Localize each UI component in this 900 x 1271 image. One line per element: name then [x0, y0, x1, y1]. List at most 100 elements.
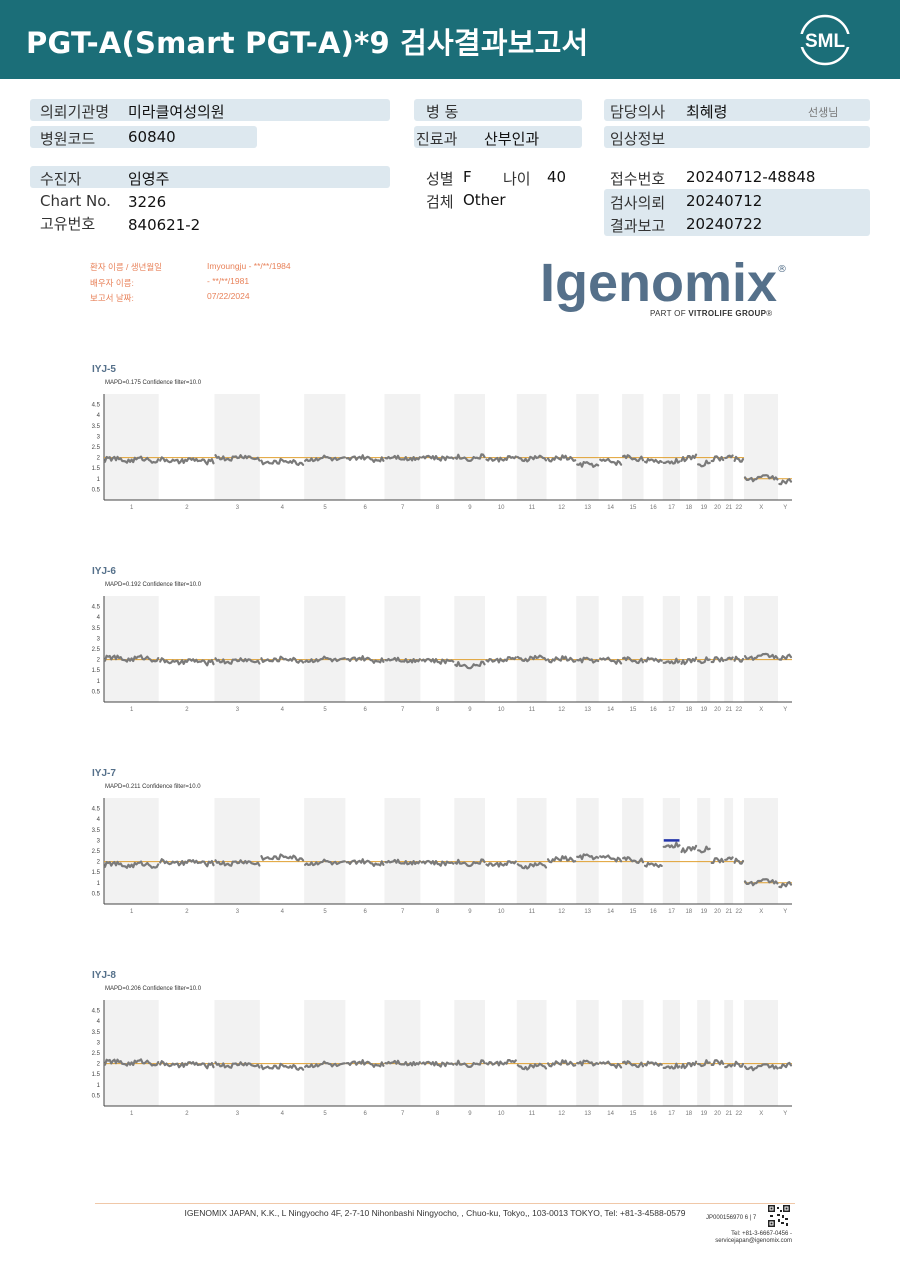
copy-number-segment-19	[696, 845, 711, 854]
copy-number-segment-22	[733, 1060, 745, 1068]
copy-number-segment-8	[420, 454, 455, 462]
x-tick-label: 21	[726, 707, 733, 713]
x-tick-label: 6	[363, 505, 367, 511]
copy-number-segment-15	[621, 856, 645, 865]
x-tick-label: 7	[401, 505, 405, 511]
y-tick-label: 4.5	[92, 1009, 101, 1015]
y-tick-label: 3	[97, 636, 101, 642]
copy-number-segment-11	[516, 454, 548, 463]
y-tick-label: 3	[97, 1040, 101, 1046]
x-tick-label: 21	[726, 909, 733, 915]
copy-number-segment-1	[103, 860, 160, 869]
copy-number-segment-6	[345, 655, 385, 664]
copy-number-segment-X	[743, 1063, 779, 1072]
age-value: 40	[547, 168, 567, 186]
x-tick-label: 12	[558, 1111, 565, 1117]
y-tick-label: 1	[97, 679, 101, 685]
x-tick-label: 22	[735, 909, 742, 915]
copy-number-segment-17	[662, 841, 681, 849]
y-tick-label: 0.5	[92, 891, 101, 897]
chart-plot: 4.543.532.521.510.51 2 3 4 5 6 7 8 9 10 11 12 13 14 15…	[92, 1000, 793, 1117]
chart-title: IYJ-6	[92, 566, 116, 577]
x-tick-label: 4	[281, 505, 285, 511]
dept-label: 진료과	[416, 130, 458, 148]
sml-logo: SML	[799, 14, 851, 66]
x-tick-label: 4	[281, 1111, 285, 1117]
chart-subtitle: MAPD=0.206 Confidence filter=10.0	[105, 986, 202, 992]
specimen-value: Other	[463, 191, 506, 209]
x-tick-label: X	[759, 1111, 763, 1117]
report-title: PGT-A(Smart PGT-A)*9 검사결과보고서	[26, 26, 589, 60]
chromosome-band	[576, 394, 599, 500]
copy-number-segment-10	[485, 860, 517, 868]
copy-number-segment-10	[485, 455, 517, 463]
report-date-label: 결과보고	[610, 217, 666, 235]
copy-number-segment-Y	[778, 880, 793, 889]
copy-number-segment-X	[743, 652, 779, 661]
patient-pill	[30, 166, 390, 188]
x-tick-label: 1	[130, 909, 134, 915]
copy-number-segment-21	[724, 454, 734, 460]
igenomix-sub-prefix: PART OF	[650, 309, 689, 318]
x-tick-label: Y	[783, 505, 787, 511]
chromosome-band	[662, 596, 680, 702]
copy-number-segment-9	[454, 858, 486, 868]
y-tick-label: 1	[97, 881, 101, 887]
footer-contact: Tel: +81-3-6667-0456 - servicejapan@igen…	[700, 1231, 792, 1245]
x-tick-label: 8	[436, 1111, 440, 1117]
copy-number-segment-11	[516, 861, 548, 870]
y-tick-label: 3	[97, 434, 101, 440]
copy-number-segment-11	[516, 1062, 548, 1071]
y-tick-label: 2	[97, 658, 101, 664]
qr-code-icon	[768, 1205, 790, 1227]
y-tick-label: 2	[97, 1062, 101, 1068]
copy-number-segment-7	[384, 858, 421, 866]
y-tick-label: 2.5	[92, 849, 101, 855]
y-tick-label: 3.5	[92, 626, 101, 632]
chromosome-band	[622, 798, 644, 904]
x-tick-label: 6	[363, 707, 367, 713]
copy-number-segment-5	[304, 1060, 346, 1069]
chromosome-band	[576, 1000, 599, 1106]
copy-number-segment-20	[710, 1059, 725, 1067]
y-tick-label: 2.5	[92, 445, 101, 451]
sex-value: F	[463, 168, 472, 186]
chromosome-band	[454, 394, 486, 500]
copy-number-segment-6	[345, 1059, 385, 1068]
specimen-label: 검체	[426, 193, 454, 211]
x-tick-label: 14	[607, 1111, 614, 1117]
meta-patient-value: Imyoungju - **/**/1984	[207, 261, 291, 271]
x-tick-label: 19	[701, 909, 708, 915]
copy-number-segment-13	[576, 460, 600, 468]
chromosome-band	[304, 1000, 346, 1106]
chromosome-band	[516, 394, 547, 500]
copy-number-segment-19	[696, 1059, 711, 1068]
chromosome-band	[304, 394, 346, 500]
igenomix-registered: ®	[777, 264, 788, 275]
copy-number-segment-2	[159, 456, 215, 466]
chart-subtitle: MAPD=0.175 Confidence filter=10.0	[105, 380, 202, 386]
hospital-code-value: 60840	[128, 128, 176, 146]
x-tick-label: 3	[236, 909, 240, 915]
copy-number-segment-17	[662, 657, 681, 665]
x-tick-label: 5	[323, 505, 327, 511]
sex-label: 성별	[426, 170, 454, 188]
hospital-code-pill	[30, 126, 257, 148]
x-tick-label: 22	[735, 1111, 742, 1117]
meta-partner-value: - **/**/1981	[207, 276, 250, 286]
x-tick-label: 12	[558, 505, 565, 511]
chromosome-band	[662, 394, 680, 500]
x-tick-label: 14	[607, 505, 614, 511]
copy-number-segment-19	[696, 656, 711, 665]
copy-number-segment-8	[420, 859, 455, 867]
copy-number-segment-20	[710, 857, 725, 865]
x-tick-label: 19	[701, 707, 708, 713]
copy-number-segment-15	[621, 1060, 645, 1069]
copy-number-segment-16	[643, 1060, 663, 1067]
copy-number-segment-4	[260, 1062, 305, 1071]
copy-number-segment-3	[214, 1061, 261, 1069]
footer-email: servicejapan@igenomix.com	[715, 1238, 792, 1244]
cnv-chart-1: IYJ-5 MAPD=0.175 Confidence filter=10.0 …	[86, 364, 796, 514]
chart-plot: 4.543.532.521.510.51 2 3 4 5 6 7 8 9 10 11 12 13 14 15…	[92, 394, 793, 511]
x-tick-label: 8	[436, 909, 440, 915]
